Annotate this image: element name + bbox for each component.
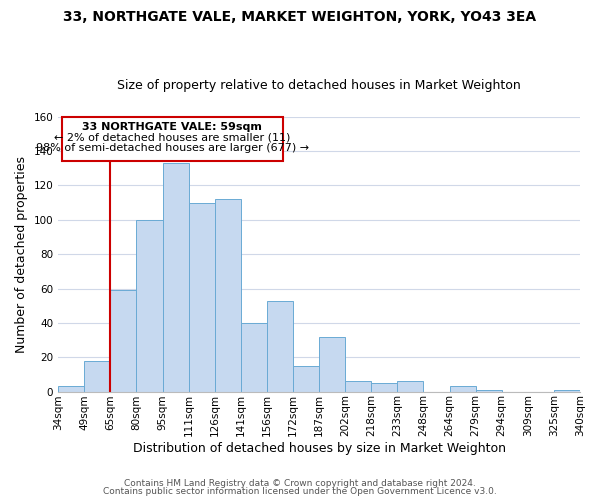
Bar <box>345 381 371 392</box>
Text: 33, NORTHGATE VALE, MARKET WEIGHTON, YORK, YO43 3EA: 33, NORTHGATE VALE, MARKET WEIGHTON, YOR… <box>64 10 536 24</box>
Bar <box>241 323 267 392</box>
Bar <box>371 383 397 392</box>
Bar <box>188 202 215 392</box>
Bar <box>554 390 580 392</box>
Text: ← 2% of detached houses are smaller (11): ← 2% of detached houses are smaller (11) <box>54 132 290 142</box>
Text: Contains public sector information licensed under the Open Government Licence v3: Contains public sector information licen… <box>103 487 497 496</box>
Bar <box>136 220 163 392</box>
Bar <box>476 390 502 392</box>
Text: 33 NORTHGATE VALE: 59sqm: 33 NORTHGATE VALE: 59sqm <box>82 122 262 132</box>
Bar <box>319 336 345 392</box>
Bar <box>449 386 476 392</box>
Bar <box>293 366 319 392</box>
Text: 98% of semi-detached houses are larger (677) →: 98% of semi-detached houses are larger (… <box>36 142 309 152</box>
Y-axis label: Number of detached properties: Number of detached properties <box>15 156 28 352</box>
Bar <box>215 199 241 392</box>
X-axis label: Distribution of detached houses by size in Market Weighton: Distribution of detached houses by size … <box>133 442 506 455</box>
FancyBboxPatch shape <box>62 117 283 162</box>
Bar <box>58 386 84 392</box>
Bar <box>110 290 136 392</box>
Bar <box>84 360 110 392</box>
Bar <box>267 300 293 392</box>
Bar <box>397 381 424 392</box>
Text: Contains HM Land Registry data © Crown copyright and database right 2024.: Contains HM Land Registry data © Crown c… <box>124 478 476 488</box>
Title: Size of property relative to detached houses in Market Weighton: Size of property relative to detached ho… <box>117 79 521 92</box>
Bar <box>163 163 188 392</box>
